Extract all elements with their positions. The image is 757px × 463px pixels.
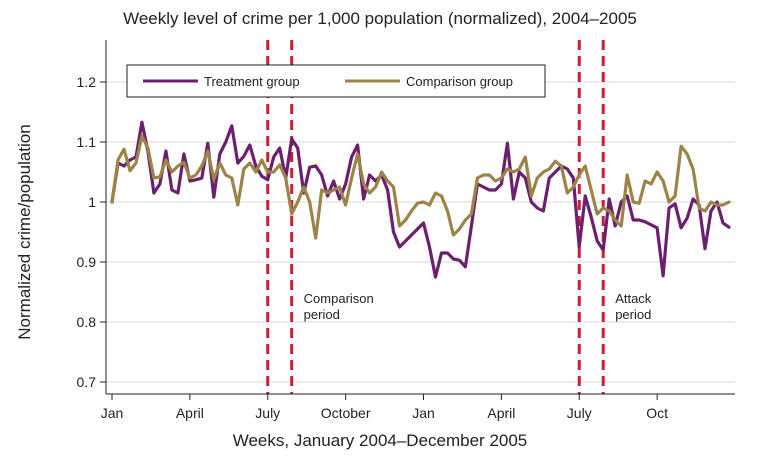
x-axis-label: Weeks, January 2004–December 2005 <box>233 431 528 450</box>
x-tick-label: April <box>176 405 204 421</box>
period-annotation-text: period <box>615 307 651 322</box>
x-tick-label: April <box>487 405 515 421</box>
y-tick-label: 0.9 <box>77 254 97 270</box>
series-line-comparison <box>110 134 731 240</box>
period-markers <box>266 40 605 394</box>
y-tick-label: 0.7 <box>77 374 97 390</box>
x-tick-label: October <box>321 405 371 421</box>
y-tick-label: 0.8 <box>77 314 97 330</box>
period-annotation-text: Attack <box>615 291 652 306</box>
x-tick-label: Oct <box>646 405 668 421</box>
chart-title: Weekly level of crime per 1,000 populati… <box>123 9 637 28</box>
legend-label-comparison: Comparison group <box>406 74 513 89</box>
y-axis-label: Normalized crime/population <box>15 124 34 339</box>
grid-lines <box>106 81 735 383</box>
axes: 0.7 0.8 0.9 1 1.1 1.2 Jan April July October Jan Ap… <box>77 40 735 421</box>
y-tick-label: 1.1 <box>77 134 97 150</box>
series-line-treatment <box>110 120 731 279</box>
data-series <box>110 120 731 279</box>
period-annotation-text: Comparison <box>304 291 374 306</box>
x-tick-label: July <box>255 405 280 421</box>
x-tick-label: July <box>567 405 592 421</box>
period-annotation-text: period <box>304 307 340 322</box>
legend-label-treatment: Treatment group <box>204 74 300 89</box>
legend: Treatment group Comparison group <box>126 64 546 98</box>
x-tick-label: Jan <box>412 405 435 421</box>
y-tick-label: 1.2 <box>77 74 97 90</box>
x-tick-label: Jan <box>101 405 124 421</box>
y-tick-label: 1 <box>88 194 96 210</box>
